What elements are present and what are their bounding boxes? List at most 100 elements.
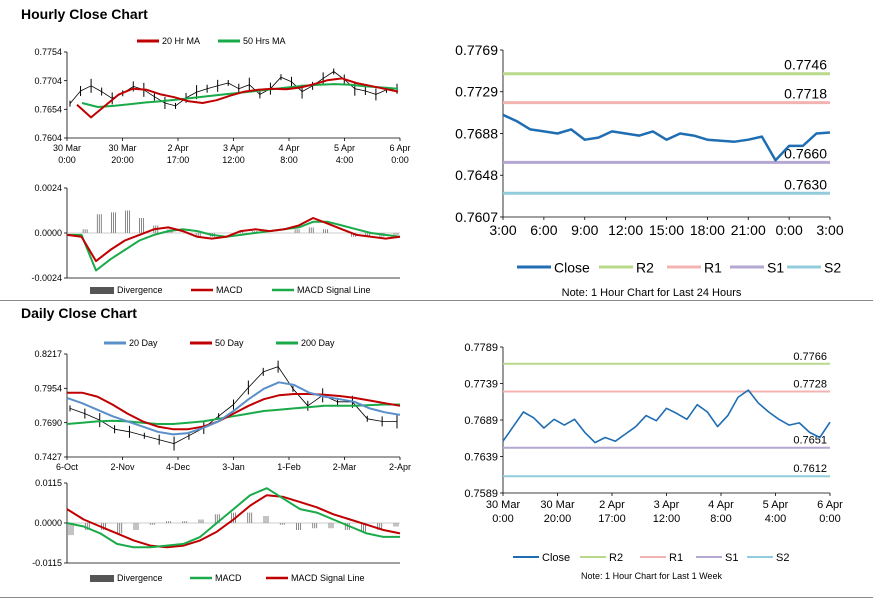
- y-tick-label: 0.7654: [34, 104, 62, 114]
- macd-signal-line: [66, 494, 401, 549]
- legend-divergence-swatch: [90, 287, 114, 294]
- close-line: [502, 389, 831, 444]
- legend-close-label: Close: [542, 552, 570, 564]
- legend-r2-label: R2: [636, 259, 654, 275]
- x-tick-label: 6 Apr: [389, 143, 410, 153]
- y-tick-label: 0.7729: [455, 84, 498, 100]
- hourly-price-chart: 20 Hr MA 50 Hrs MA 0.7754 0.7704 0.7654 0.760…: [34, 36, 410, 165]
- price-bar-line: [69, 71, 398, 107]
- legend-200-day-label: 200 Day: [301, 338, 335, 348]
- y-tick-label: 0.7689: [464, 415, 498, 427]
- y-tick-label: 0.0000: [34, 518, 62, 528]
- legend-20-day-label: 20 Day: [129, 338, 158, 348]
- daily-price-chart: 20 Day 50 Day 200 Day 0.8217 0.7954 0.7690 0.7…: [34, 338, 411, 472]
- x-tick-label: 2-Nov: [110, 462, 135, 472]
- x-tick-label: 3:00: [489, 222, 516, 238]
- legend-50-day-label: 50 Day: [215, 338, 244, 348]
- legend-divergence-swatch: [90, 575, 114, 582]
- x-tick-label: 12:00: [653, 513, 681, 525]
- legend-macd-signal-label: MACD Signal Line: [291, 573, 365, 583]
- legend-s1-label: S1: [725, 552, 738, 564]
- x-tick-label: 30 Mar: [108, 143, 136, 153]
- ma-200-day-line: [66, 403, 400, 425]
- hourly-section-title: Hourly Close Chart: [21, 6, 148, 22]
- x-tick-label: 4:00: [765, 513, 786, 525]
- x-tick-label: 20:00: [111, 155, 134, 165]
- legend-20hr-ma-label: 20 Hr MA: [162, 36, 200, 46]
- legend-s1-label: S1: [767, 259, 784, 275]
- x-tick-label: 15:00: [649, 222, 684, 238]
- legend-macd-label: MACD: [216, 285, 243, 295]
- legend-macd-label: MACD: [215, 573, 242, 583]
- level-label-s1: 0.7660: [784, 145, 827, 161]
- daily-macd-chart: 0.0115 0.0000 -0.0115 Divergence MACD MACD Si…: [32, 478, 401, 583]
- x-tick-label: 30 Mar: [53, 143, 81, 153]
- y-tick-label: 0.8217: [34, 349, 62, 359]
- y-tick-label: 0.7739: [464, 378, 498, 390]
- x-tick-label: 4 Apr: [708, 499, 734, 511]
- x-tick-label: 12:00: [222, 155, 245, 165]
- x-tick-label: 0:00: [391, 155, 409, 165]
- ma-20-day-line: [66, 381, 401, 436]
- x-tick-label: 3-Jan: [222, 462, 245, 472]
- y-tick-label: -0.0024: [31, 273, 62, 283]
- x-tick-label: 8:00: [280, 155, 298, 165]
- x-tick-label: 5 Apr: [334, 143, 355, 153]
- x-tick-label: 1-Feb: [277, 462, 301, 472]
- macd-line: [66, 487, 400, 549]
- x-tick-label: 9:00: [571, 222, 598, 238]
- legend-close-label: Close: [554, 259, 590, 275]
- price-bar-line: [69, 366, 397, 444]
- y-tick-label: 0.7704: [34, 76, 62, 86]
- y-tick-label: 0.7639: [464, 451, 498, 463]
- x-tick-label: 21:00: [731, 222, 766, 238]
- ma-50hrs-line: [81, 83, 399, 108]
- level-label-s2: 0.7630: [784, 176, 827, 192]
- x-tick-label: 2 Apr: [599, 499, 625, 511]
- y-tick-label: 0.7688: [455, 125, 498, 141]
- x-tick-label: 30 Mar: [540, 499, 575, 511]
- x-tick-label: 17:00: [167, 155, 190, 165]
- x-tick-label: 3 Apr: [654, 499, 680, 511]
- x-tick-label: 5 Apr: [763, 499, 789, 511]
- y-tick-label: 0.7690: [34, 418, 62, 428]
- x-tick-label: 6:00: [530, 222, 557, 238]
- legend-r1-label: R1: [704, 259, 722, 275]
- section-divider: [0, 300, 873, 301]
- legend-macd-signal-label: MACD Signal Line: [297, 285, 371, 295]
- x-tick-label: 20:00: [544, 513, 572, 525]
- x-tick-label: 0:00: [58, 155, 76, 165]
- x-tick-label: 0:00: [819, 513, 840, 525]
- bottom-divider: [0, 597, 873, 598]
- y-tick-label: 0.7427: [34, 452, 62, 462]
- macd-signal-line: [67, 220, 401, 272]
- level-label-s2: 0.7612: [793, 463, 827, 475]
- x-tick-label: 18:00: [690, 222, 725, 238]
- x-tick-label: 3 Apr: [223, 143, 244, 153]
- level-label-r2: 0.7766: [793, 351, 827, 363]
- ma-50-day-line: [67, 391, 401, 431]
- x-tick-label: 8:00: [710, 513, 731, 525]
- daily-section-title: Daily Close Chart: [21, 305, 137, 321]
- legend-divergence-label: Divergence: [117, 573, 163, 583]
- level-label-s1: 0.7651: [793, 435, 827, 447]
- legend-s2-label: S2: [776, 552, 789, 564]
- y-tick-label: -0.0115: [32, 558, 62, 568]
- level-label-r2: 0.7746: [784, 57, 827, 73]
- y-tick-label: 0.7769: [455, 42, 498, 58]
- y-tick-label: 0.7954: [34, 383, 62, 393]
- legend-r1-label: R1: [669, 552, 683, 564]
- legend-s2-label: S2: [824, 259, 841, 275]
- x-tick-label: 30 Mar: [486, 499, 521, 511]
- chart-note: Note: 1 Hour Chart for Last 24 Hours: [562, 287, 742, 299]
- close-line: [502, 113, 831, 162]
- y-tick-label: 0.7648: [455, 167, 498, 183]
- x-tick-label: 6 Apr: [817, 499, 843, 511]
- x-tick-label: 4-Dec: [166, 462, 191, 472]
- legend-50hrs-ma-label: 50 Hrs MA: [243, 36, 286, 46]
- y-tick-label: 0.0000: [34, 228, 62, 238]
- y-tick-label: 0.7589: [464, 488, 498, 500]
- chart-note: Note: 1 Hour Chart for Last 1 Week: [581, 571, 722, 581]
